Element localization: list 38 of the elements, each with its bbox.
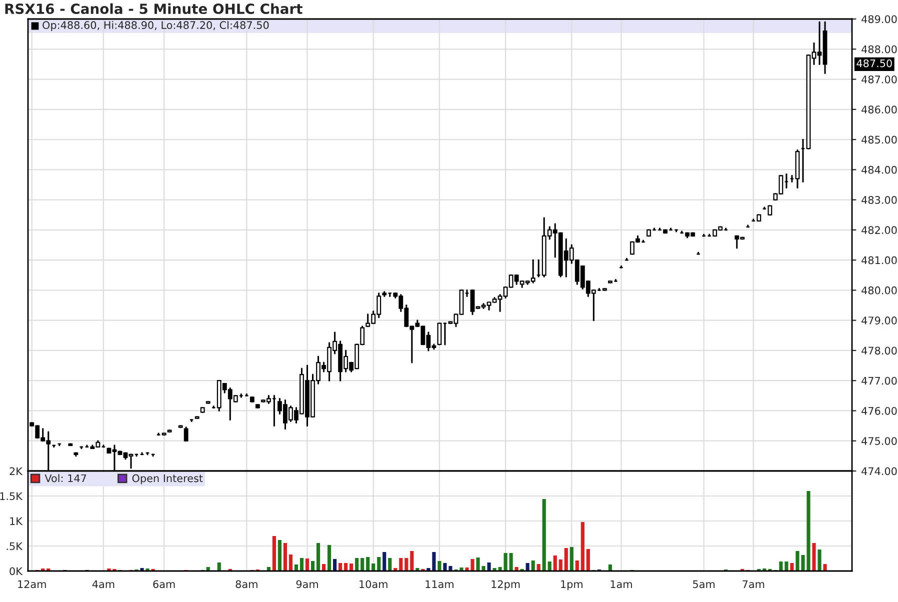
y-tick-label: 474.00 — [862, 467, 897, 476]
x-tick-label: 12am — [18, 580, 46, 588]
y-tick-label: 1K — [10, 517, 23, 525]
x-tick-label: 12pm — [492, 580, 520, 590]
x-tick-label: 1am — [610, 580, 632, 588]
x-tick-label: 11am — [426, 580, 454, 588]
y-tick-label: 489.00 — [862, 15, 897, 24]
x-tick-label: 4am — [92, 580, 114, 588]
y-tick-label: 476.00 — [862, 406, 897, 415]
y-tick-label: 484.00 — [862, 166, 897, 174]
x-tick-label: 7am — [742, 580, 764, 588]
y-tick-label: 483.00 — [862, 196, 897, 204]
legend-label: Open Interest — [132, 474, 203, 484]
x-tick-label: 8am — [236, 580, 258, 588]
x-tick-label: 1pm — [561, 580, 582, 590]
y-tick-label: 480.00 — [862, 286, 897, 294]
y-tick-label: 488.00 — [862, 45, 897, 54]
y-tick-label: 477.00 — [862, 376, 897, 385]
text: 487.50 — [856, 59, 892, 68]
y-tick-label: 0K — [10, 567, 23, 576]
y-tick-label: 482.00 — [862, 226, 897, 234]
y-tick-label: 2K — [10, 467, 23, 475]
x-tick-label: 5am — [693, 580, 715, 588]
y-tick-label: 486.00 — [862, 106, 897, 114]
y-tick-label: 478.00 — [862, 346, 897, 355]
y-tick-label: 485.00 — [862, 136, 897, 144]
x-tick-label: 6am — [153, 580, 175, 588]
chart-title: RSX16 - Canola - 5 Minute OHLC Chart — [5, 3, 302, 14]
y-tick-label: 487.00 — [862, 75, 897, 84]
y-tick-label: 479.00 — [862, 316, 897, 324]
y-tick-label: 1.5K — [0, 492, 23, 500]
y-tick-label: 481.00 — [862, 256, 897, 264]
x-tick-label: 10am — [360, 580, 388, 588]
y-tick-label: 475.00 — [862, 437, 897, 445]
legend-label: Vol: 147 — [44, 474, 86, 482]
y-tick-label: .5K — [6, 542, 23, 550]
x-tick-label: 9am — [296, 580, 318, 588]
annotation: Op:488.60, Hi:488.90, Lo:487.20, Cl:487.50 — [42, 20, 269, 32]
